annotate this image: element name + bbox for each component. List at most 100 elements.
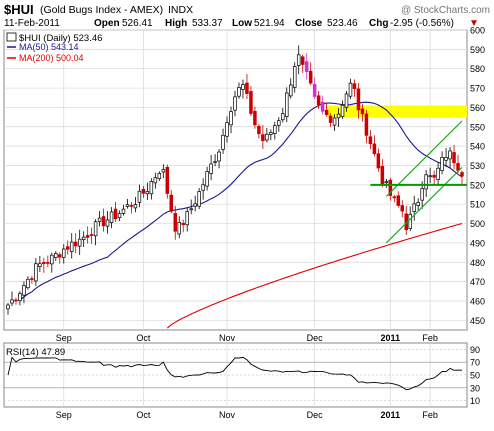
candle-body [137, 190, 142, 203]
candle-body [65, 246, 70, 250]
candle-body [213, 161, 217, 163]
price-y-tick-label: 500 [470, 219, 485, 229]
candle-body [209, 163, 213, 174]
open-value: 526.41 [122, 18, 153, 29]
candle-body [352, 83, 357, 90]
quote-date: 11-Feb-2011 [4, 18, 60, 29]
candle-body [97, 217, 102, 222]
price-y-tick-label: 580 [470, 64, 485, 74]
candle-body [197, 191, 201, 207]
candle-body [42, 261, 46, 265]
candle-body [428, 175, 432, 178]
candle-body [277, 120, 281, 126]
candle-layer [6, 45, 464, 315]
price-y-tick-label: 600 [470, 26, 485, 36]
index-name: (Gold Bugs Index - AMEX) [40, 4, 163, 16]
exchange-label: INDX [168, 4, 193, 16]
legend-ma200: MA(200) 500.04 [19, 53, 84, 63]
ma-layer [19, 101, 463, 329]
candle-body [281, 113, 285, 121]
price-x-tick-label: Oct [136, 333, 151, 343]
candle-body [149, 181, 154, 195]
ma200-line [166, 222, 463, 329]
candle-body [372, 143, 377, 155]
chg-down-arrow-icon: ▼ [469, 18, 479, 29]
candle-body [320, 101, 325, 112]
candle-body [133, 204, 138, 209]
price-y-tick-label: 530 [470, 161, 485, 171]
candle-body [101, 216, 106, 227]
price-x-tick-label: Feb [422, 333, 438, 343]
chg-value: -2.95 (-0.56%) [390, 18, 454, 29]
rsi-x-tick-label: Dec [307, 410, 324, 420]
candle-body [360, 108, 365, 115]
price-y-tick-label: 480 [470, 258, 485, 268]
price-y-tick-label: 540 [470, 142, 485, 152]
candle-body [54, 253, 58, 258]
candle-body [77, 238, 82, 247]
candle-body [416, 202, 420, 206]
annotation-layer [326, 105, 467, 118]
candle-body [356, 88, 361, 111]
close-value: 523.46 [327, 18, 358, 29]
price-y-tick-label: 450 [470, 316, 485, 326]
candle-body [308, 70, 313, 84]
rsi-x-tick-label: Sep [56, 410, 72, 420]
candle-body [265, 133, 269, 141]
candle-body [400, 205, 405, 212]
candle-body [440, 157, 444, 171]
candle-body [129, 205, 134, 207]
candle-body [105, 219, 110, 227]
rsi-y-tick-label: 10 [470, 396, 480, 406]
candle-body [289, 84, 293, 97]
candle-body [257, 125, 261, 135]
candle-body [34, 263, 38, 282]
legend-price: $HUI (Daily) 523.46 [19, 33, 102, 44]
symbol-title: $HUI [4, 2, 34, 17]
legend-rsi: RSI(14) 47.89 [6, 347, 65, 358]
candle-body [30, 278, 34, 280]
price-x-tick-label: Dec [307, 333, 324, 343]
candle-body [432, 174, 436, 178]
candle-body [81, 236, 86, 240]
rsi-x-tick-label: 2011 [381, 410, 401, 420]
price-y-tick-label: 570 [470, 84, 485, 94]
candle-body [193, 203, 197, 207]
candle-body [273, 125, 277, 134]
close-label: Close [295, 18, 323, 29]
candle-body [205, 171, 209, 187]
candle-body [364, 113, 369, 136]
candle-body [384, 181, 389, 184]
candle-body [348, 82, 353, 97]
candle-body [285, 92, 289, 117]
candle-body [201, 184, 205, 191]
candle-body [452, 152, 456, 164]
candle-body [93, 221, 98, 237]
watermark: @ StockCharts.com [401, 5, 490, 16]
candle-body [292, 66, 297, 88]
open-label: Open [94, 18, 120, 29]
rsi-layer [7, 356, 463, 391]
candle-legend-icon [6, 32, 17, 42]
candle-body [460, 172, 464, 177]
candle-body [253, 110, 257, 126]
price-y-tick-label: 490 [470, 238, 485, 248]
price-y-tick-label: 590 [470, 45, 485, 55]
candle-body [233, 96, 237, 111]
candle-body [185, 211, 189, 226]
candle-body [344, 93, 349, 108]
candle-body [328, 115, 333, 123]
grid-layer [4, 29, 467, 407]
candle-body [380, 166, 385, 185]
low-label: Low [232, 18, 252, 29]
candle-body [189, 208, 193, 211]
high-label: High [165, 18, 187, 29]
candle-body [161, 169, 166, 173]
candle-body [392, 196, 397, 199]
candle-body [38, 263, 42, 267]
price-y-tick-label: 560 [470, 103, 485, 113]
high-value: 533.37 [192, 18, 223, 29]
candle-body [117, 213, 122, 219]
